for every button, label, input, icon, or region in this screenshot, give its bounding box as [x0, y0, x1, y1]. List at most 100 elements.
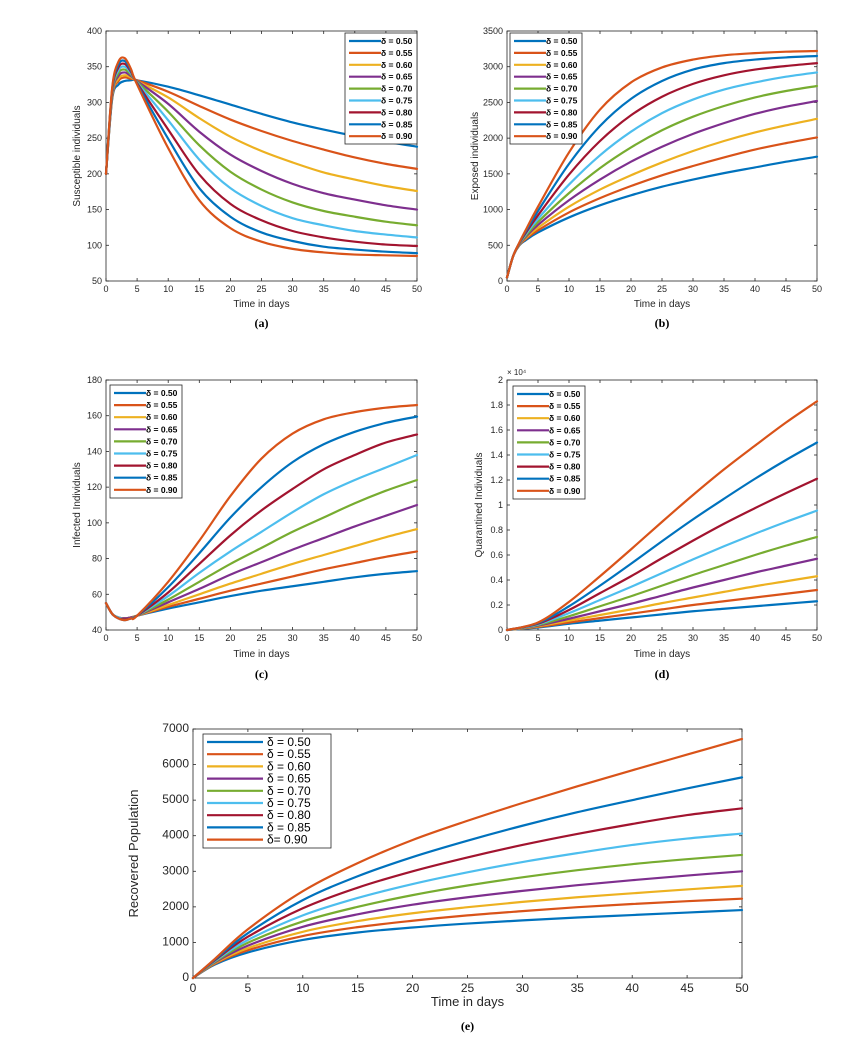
- chart-panel-b: 0 5 10 15 20 25 30 35 40 45 5005001000150020002500…: [470, 26, 822, 330]
- legend-label-8: δ = 0.85: [381, 119, 413, 129]
- x-tick-label: 25: [461, 981, 475, 995]
- x-tick-label: 45: [781, 284, 791, 294]
- y-tick-label: 140: [87, 446, 102, 456]
- x-tick-label: 30: [688, 633, 698, 643]
- legend-label-3: δ = 0.60: [146, 412, 178, 422]
- legend-label-1: δ = 0.50: [267, 735, 311, 749]
- legend-label-3: δ = 0.60: [267, 759, 311, 773]
- legend-label-6: δ = 0.75: [546, 96, 578, 106]
- y-tick-label: 500: [488, 240, 503, 250]
- y-tick-label: 1.4: [490, 450, 503, 460]
- legend-label-4: δ = 0.65: [546, 72, 578, 82]
- y-tick-label: 400: [87, 26, 102, 36]
- x-tick-label: 45: [680, 981, 694, 995]
- y-tick-label: 7000: [162, 721, 189, 735]
- y-tick-label: 0: [498, 625, 503, 635]
- x-tick-label: 10: [564, 633, 574, 643]
- legend-label-1: δ = 0.50: [549, 389, 581, 399]
- y-tick-label: 3000: [162, 863, 189, 877]
- legend-label-8: δ = 0.85: [146, 473, 178, 483]
- x-tick-label: 35: [571, 981, 585, 995]
- y-axis-label: Recovered Population: [126, 790, 141, 918]
- x-tick-label: 5: [245, 981, 252, 995]
- y-tick-label: 60: [92, 589, 102, 599]
- legend-label-7: δ = 0.80: [549, 462, 581, 472]
- x-axis-label: Time in days: [634, 299, 690, 310]
- chart-panel-e: 0 5 10 15 20 25 30 35 40 45 50 0 1000 2000 3000 4000 500…: [126, 721, 749, 1033]
- x-tick-label: 5: [135, 284, 140, 294]
- chart-panel-c: 0 5 10 15 20 25 30 35 40 45 50 40 60 80 100 120 140 160 18…: [72, 375, 422, 681]
- legend-label-1: δ = 0.50: [146, 388, 178, 398]
- legend-label-2: δ = 0.55: [267, 747, 311, 761]
- series-line-7: [104, 62, 419, 248]
- legend-label-9: δ = 0.90: [146, 485, 178, 495]
- y-tick-label: 0.8: [490, 525, 503, 535]
- x-tick-label: 0: [504, 633, 509, 643]
- x-tick-label: 20: [626, 284, 636, 294]
- y-tick-label: 120: [87, 482, 102, 492]
- x-tick-label: 35: [719, 633, 729, 643]
- x-tick-label: 5: [535, 284, 540, 294]
- y-tick-label: 0.2: [490, 600, 503, 610]
- x-tick-label: 15: [194, 633, 204, 643]
- legend: δ = 0.50 δ = 0.55 δ = 0.60 δ = 0.65 δ = 0.70…: [509, 32, 583, 145]
- y-tick-label: 50: [92, 276, 102, 286]
- series-line-5: [104, 68, 419, 227]
- legend-label-5: δ = 0.70: [546, 84, 578, 94]
- series-line-4: [191, 870, 744, 980]
- y-tick-label: 180: [87, 375, 102, 385]
- x-tick-label: 35: [719, 284, 729, 294]
- y-tick-label: 1000: [483, 205, 503, 215]
- x-tick-label: 15: [595, 284, 605, 294]
- legend-label-3: δ = 0.60: [546, 60, 578, 70]
- legend-label-6: δ = 0.75: [381, 96, 413, 106]
- legend-label-8: δ = 0.85: [267, 820, 311, 834]
- y-tick-label: 3000: [483, 62, 503, 72]
- x-tick-label: 10: [564, 284, 574, 294]
- x-axis-label: Time in days: [233, 299, 289, 310]
- y-axis-label: Exposed individuals: [470, 112, 481, 200]
- legend-label-1: δ = 0.50: [381, 36, 413, 46]
- y-tick-label: 6000: [162, 757, 189, 771]
- legend-label-5: δ = 0.70: [146, 436, 178, 446]
- x-tick-label: 45: [381, 633, 391, 643]
- chart-panel-a: 0 5 10 15 20 25 30 35 40 45 50 50 100 150 200 250 300 350…: [72, 26, 422, 330]
- series-line-5: [191, 853, 744, 980]
- series-line-2: [191, 897, 744, 980]
- series-line-1: [191, 908, 744, 980]
- series-line-3: [191, 884, 744, 980]
- y-tick-label: 200: [87, 169, 102, 179]
- x-tick-label: 40: [750, 633, 760, 643]
- chart-panel-d: 0 5 10 15 20 25 30 35 40 45 50 0 0.2 0.4 0.6 0.8 1 1.2 1.4…: [474, 368, 822, 681]
- legend-label-4: δ = 0.65: [267, 772, 311, 786]
- series-line-9: [104, 56, 419, 258]
- x-tick-label: 25: [256, 284, 266, 294]
- x-tick-label: 45: [381, 284, 391, 294]
- legend: δ = 0.50 δ = 0.55 δ = 0.60 δ = 0.65 δ = 0.70…: [512, 385, 586, 500]
- y-tick-label: 160: [87, 411, 102, 421]
- x-tick-label: 0: [103, 284, 108, 294]
- legend-label-7: δ = 0.80: [546, 107, 578, 117]
- legend-label-2: δ = 0.55: [546, 48, 578, 58]
- x-axis-label: Time in days: [431, 994, 505, 1009]
- y-tick-label: 3500: [483, 26, 503, 36]
- legend-label-9: δ = 0.90: [549, 486, 581, 496]
- y-tick-label: 1.6: [490, 425, 503, 435]
- legend: δ = 0.50 δ = 0.55 δ = 0.60 δ = 0.65 δ = 0.70…: [344, 32, 418, 145]
- y-tick-label: 150: [87, 205, 102, 215]
- y-tick-label: 5000: [162, 792, 189, 806]
- y-axis-label: Susceptible individuals: [72, 105, 83, 206]
- y-axis-label: Infected Individuals: [72, 462, 83, 548]
- x-tick-label: 10: [163, 633, 173, 643]
- legend-label-5: δ = 0.70: [549, 437, 581, 447]
- x-tick-label: 20: [225, 284, 235, 294]
- series-line-9: [505, 400, 819, 632]
- y-tick-label: 0: [498, 276, 503, 286]
- y-tick-label: 1000: [162, 934, 189, 948]
- x-tick-label: 25: [657, 633, 667, 643]
- series-line-9: [505, 49, 819, 279]
- y-tick-label: 250: [87, 133, 102, 143]
- legend-label-7: δ = 0.80: [381, 107, 413, 117]
- x-tick-label: 15: [194, 284, 204, 294]
